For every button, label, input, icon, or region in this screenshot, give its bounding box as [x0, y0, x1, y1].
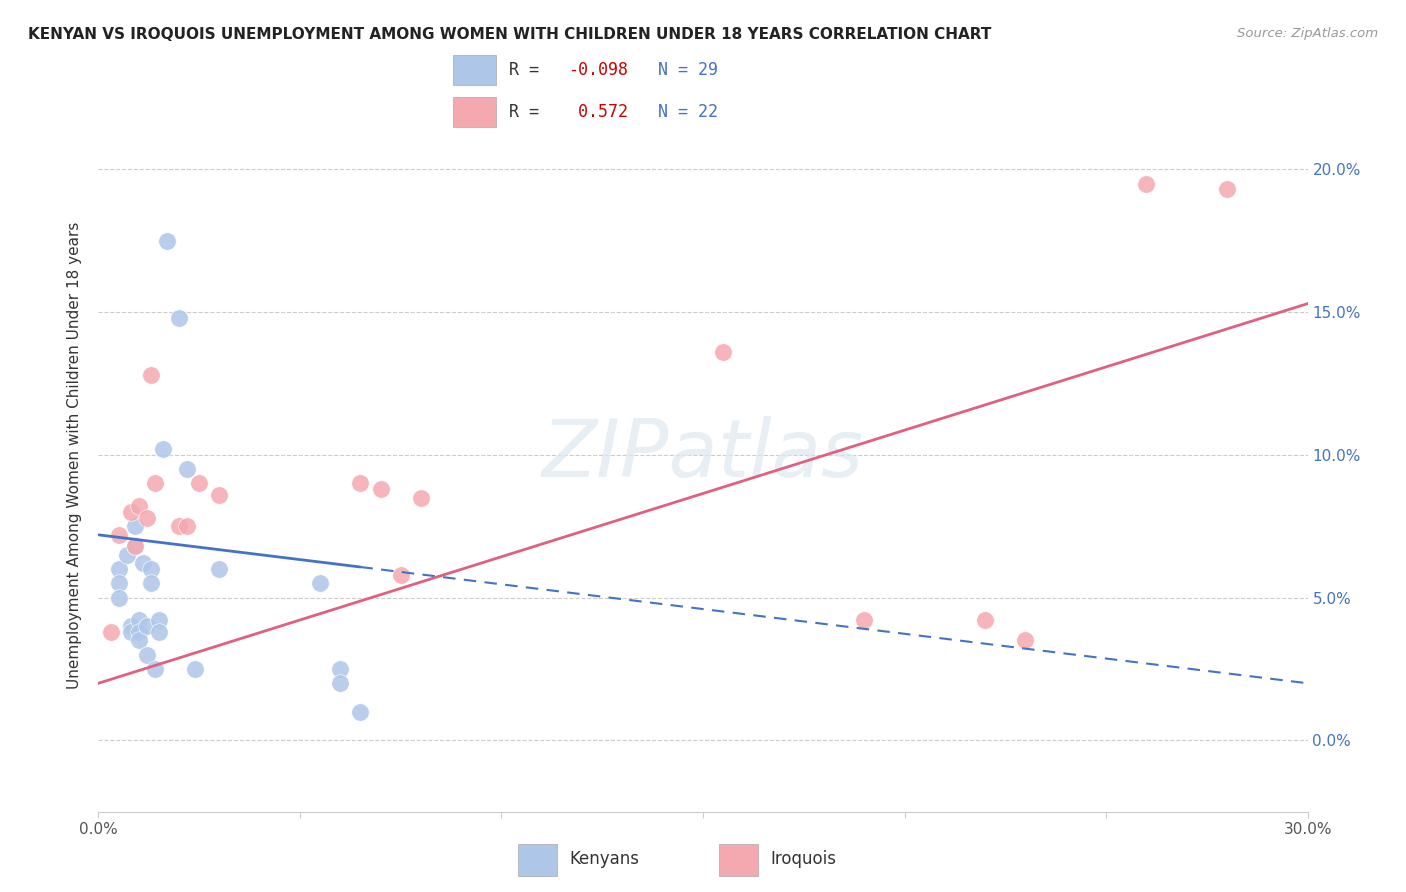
Point	[139, 576, 162, 591]
Point	[853, 614, 876, 628]
Point	[135, 648, 157, 662]
Point	[148, 624, 170, 639]
Point	[1216, 182, 1239, 196]
Bar	[718, 844, 758, 876]
Point	[124, 519, 146, 533]
Bar	[453, 97, 496, 127]
Point	[349, 705, 371, 719]
Text: R =: R =	[509, 61, 548, 78]
Text: Source: ZipAtlas.com: Source: ZipAtlas.com	[1237, 27, 1378, 40]
Point	[370, 482, 392, 496]
Point	[107, 562, 129, 576]
Text: N = 22: N = 22	[658, 103, 717, 121]
Text: Kenyans: Kenyans	[569, 849, 640, 868]
Point	[107, 576, 129, 591]
Point	[139, 562, 162, 576]
Point	[711, 345, 734, 359]
Point	[120, 505, 142, 519]
Point	[120, 619, 142, 633]
Point	[124, 539, 146, 553]
Point	[100, 624, 122, 639]
Point	[107, 591, 129, 605]
Point	[1135, 177, 1157, 191]
Point	[128, 614, 150, 628]
Point	[389, 567, 412, 582]
Point	[156, 234, 179, 248]
Point	[132, 557, 155, 571]
Point	[143, 662, 166, 676]
Point	[184, 662, 207, 676]
Point	[349, 476, 371, 491]
Bar	[517, 844, 557, 876]
Point	[167, 519, 190, 533]
Point	[329, 662, 352, 676]
Point	[188, 476, 211, 491]
Point	[208, 562, 231, 576]
Point	[148, 614, 170, 628]
Point	[128, 624, 150, 639]
Text: Iroquois: Iroquois	[770, 849, 837, 868]
Text: N = 29: N = 29	[658, 61, 717, 78]
Point	[329, 676, 352, 690]
Y-axis label: Unemployment Among Women with Children Under 18 years: Unemployment Among Women with Children U…	[67, 221, 83, 689]
Text: KENYAN VS IROQUOIS UNEMPLOYMENT AMONG WOMEN WITH CHILDREN UNDER 18 YEARS CORRELA: KENYAN VS IROQUOIS UNEMPLOYMENT AMONG WO…	[28, 27, 991, 42]
Text: 0.572: 0.572	[568, 103, 628, 121]
Point	[176, 462, 198, 476]
Point	[120, 624, 142, 639]
Point	[139, 368, 162, 382]
Point	[176, 519, 198, 533]
Text: -0.098: -0.098	[568, 61, 628, 78]
Bar	[453, 55, 496, 85]
Point	[135, 619, 157, 633]
Point	[208, 488, 231, 502]
Point	[309, 576, 332, 591]
Point	[167, 310, 190, 325]
Point	[115, 548, 138, 562]
Text: ZIPatlas: ZIPatlas	[541, 416, 865, 494]
Point	[143, 476, 166, 491]
Point	[107, 528, 129, 542]
Point	[974, 614, 997, 628]
Point	[135, 510, 157, 524]
Point	[1014, 633, 1036, 648]
Text: R =: R =	[509, 103, 548, 121]
Point	[128, 633, 150, 648]
Point	[409, 491, 432, 505]
Point	[128, 500, 150, 514]
Point	[152, 442, 174, 457]
Point	[124, 539, 146, 553]
